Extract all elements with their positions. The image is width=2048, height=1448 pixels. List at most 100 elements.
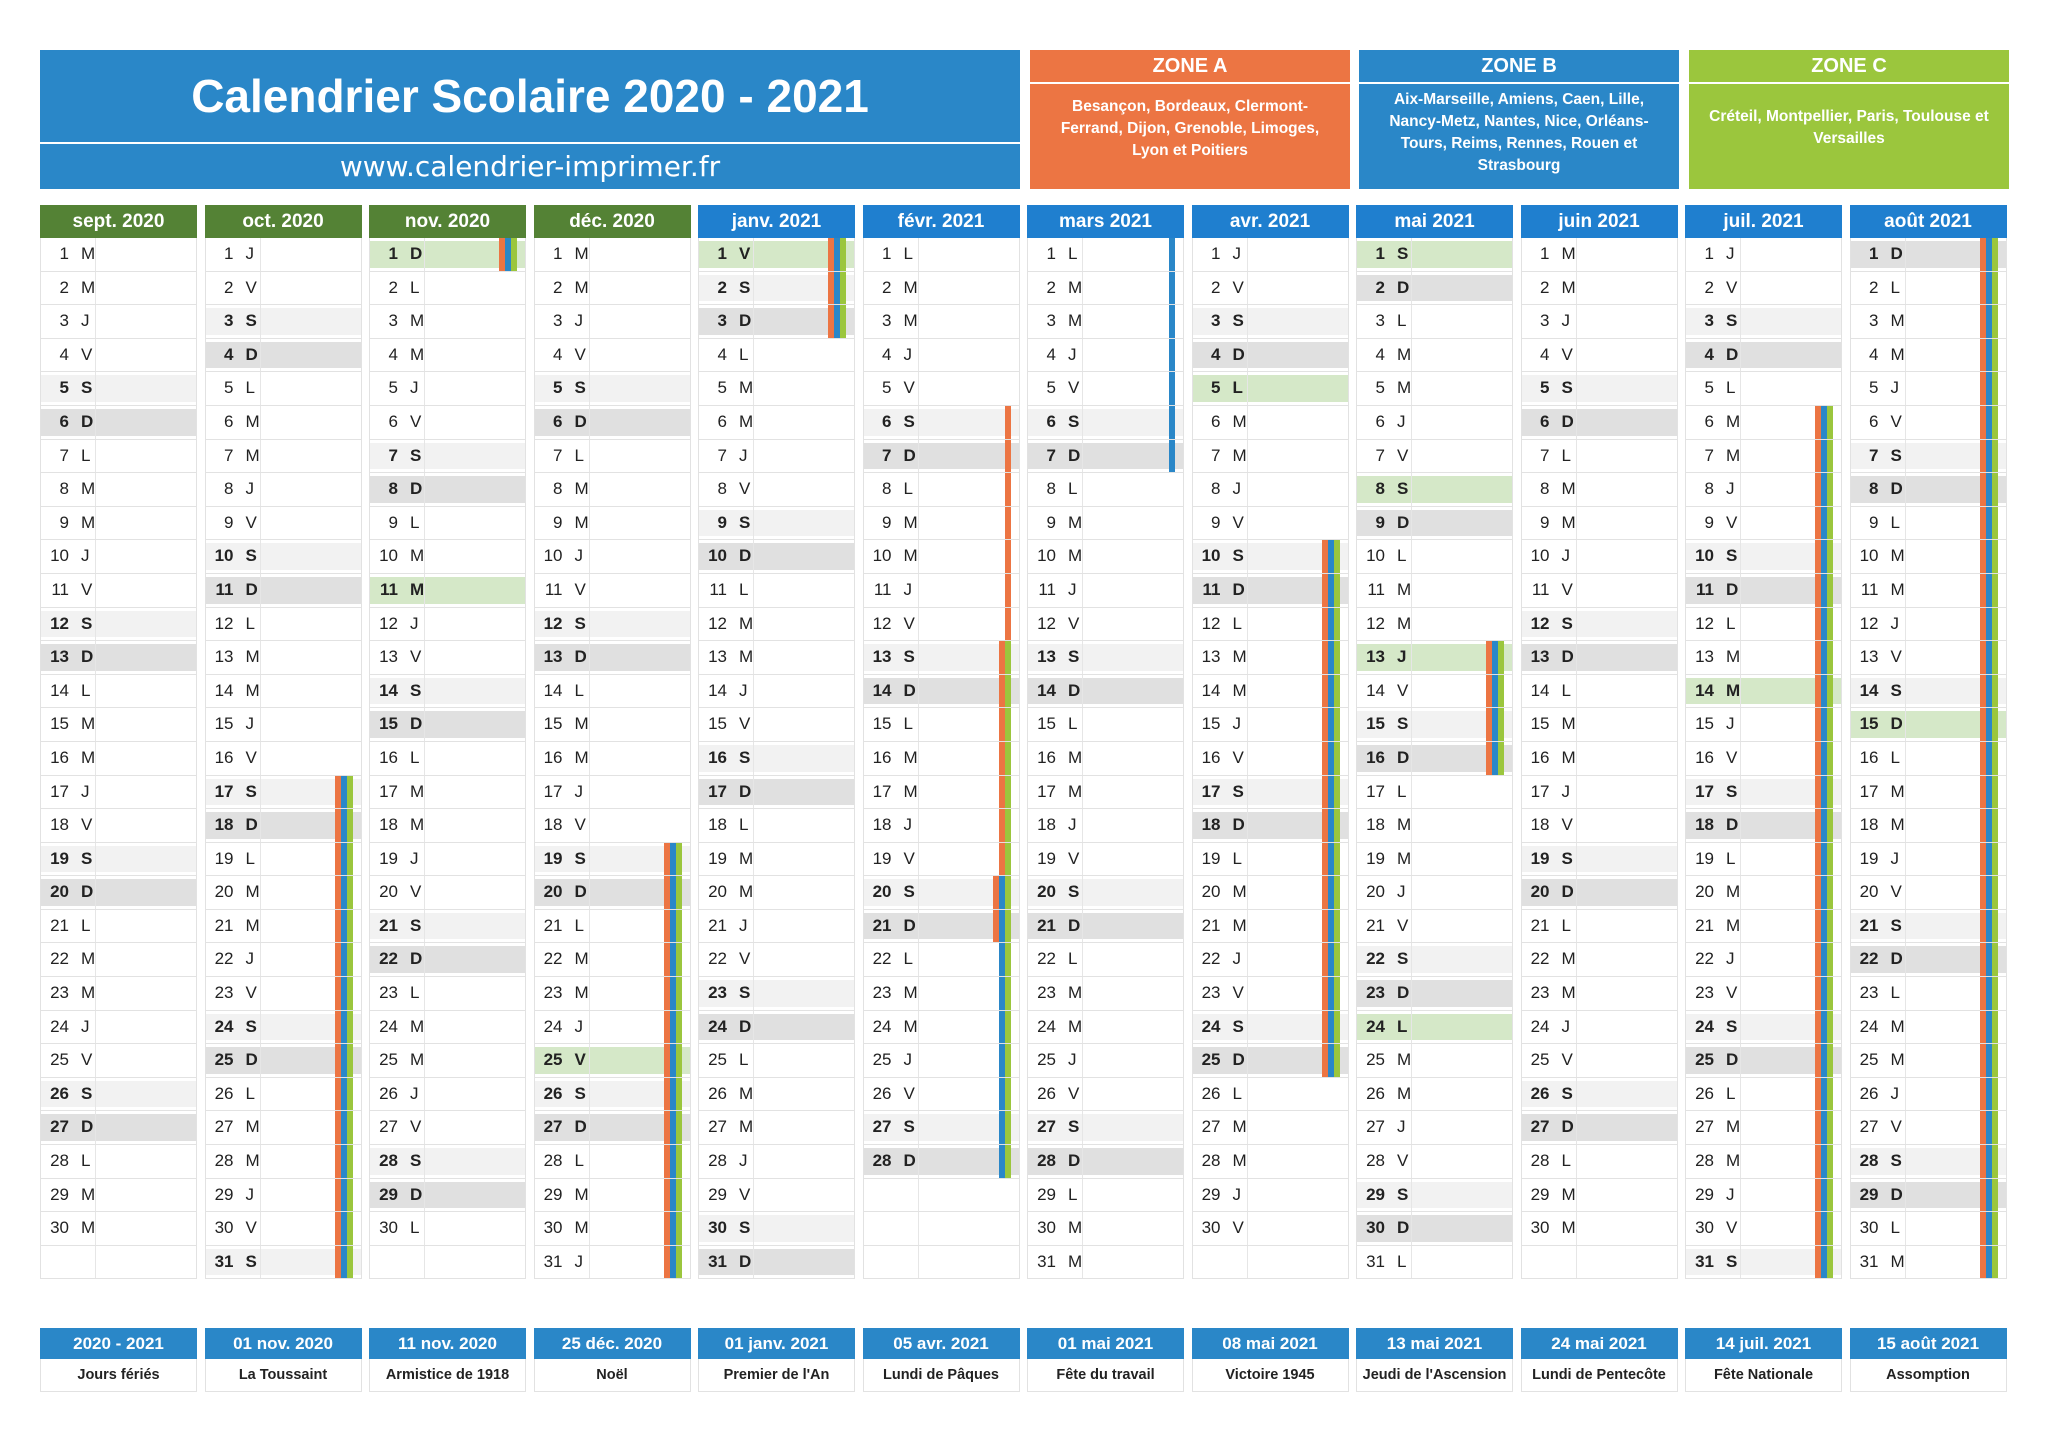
cell-divider [1411, 1145, 1412, 1178]
cell-divider [1740, 1044, 1741, 1077]
cell-divider [1904, 1077, 1906, 1111]
day-number: 21 [1859, 915, 1879, 935]
weekday-letter: S [1726, 546, 1738, 566]
day-number: 4 [553, 344, 563, 364]
weekday-letter: M [81, 983, 96, 1003]
weekday-letter: J [1397, 647, 1407, 667]
day-number: 15 [872, 714, 892, 734]
cell-divider [917, 271, 919, 305]
zone-c-vacation-bar [1991, 741, 1998, 775]
day-cell: 17 S [1685, 775, 1842, 810]
day-number: 13 [1859, 647, 1879, 667]
day-cell: 18 M [1356, 809, 1513, 843]
cell-divider [1740, 238, 1741, 271]
holiday-name: Armistice de 1918 [369, 1359, 526, 1392]
day-number: 9 [1375, 512, 1385, 532]
zone-b-vacation-bar [1169, 439, 1175, 473]
day-number: 31 [708, 1251, 727, 1271]
weekday-letter: L [410, 1218, 420, 1238]
cell-divider [1740, 439, 1741, 473]
cell-divider [753, 540, 754, 573]
day-number: 30 [1037, 1218, 1056, 1238]
cell-divider [753, 1145, 754, 1178]
weekday-letter: J [1726, 479, 1735, 499]
weekday-letter: D [1561, 411, 1574, 431]
site-url[interactable]: www.calendrier-imprimer.fr [339, 150, 721, 183]
zone-b-vacation-bar [1327, 876, 1334, 909]
day-number: 15 [1366, 714, 1385, 734]
weekday-letter: D [1397, 983, 1410, 1003]
weekday-letter: J [245, 714, 255, 734]
cell-divider [1904, 909, 1906, 943]
day-cell: 10 J [1520, 540, 1678, 574]
day-cell: 24 D [698, 1010, 855, 1045]
day-number: 11 [544, 579, 563, 599]
weekday-letter: L [1561, 445, 1571, 465]
weekday-letter: L [81, 915, 91, 935]
zone-a-vacation-bar [1815, 977, 1821, 1010]
zone-c-vacation-bar [675, 1145, 682, 1178]
weekday-letter: M [574, 512, 589, 532]
cell-divider [1082, 372, 1083, 405]
cell-divider [424, 977, 425, 1010]
day-number: 15 [1201, 714, 1221, 734]
zone-a-vacation-bar [1979, 271, 1986, 305]
zone-a-vacation-bar [1321, 674, 1328, 708]
day-number: 21 [1530, 915, 1550, 935]
cell-divider [1740, 305, 1741, 338]
day-cell: 21 L [1520, 909, 1678, 944]
cell-divider [1082, 573, 1083, 607]
day-number: 24 [214, 1016, 234, 1036]
zone-a-vacation-bar [1004, 540, 1011, 573]
cell-divider [424, 1178, 425, 1212]
cell-divider [95, 1245, 96, 1279]
cell-divider [1740, 876, 1741, 909]
day-number: 3 [1704, 311, 1714, 331]
zone-c-vacation-bar [346, 1111, 353, 1145]
day-number: 4 [1540, 344, 1550, 364]
zone-c-vacation-bar [675, 977, 682, 1010]
zone-c-vacation-bar [346, 842, 353, 876]
weekday-letter: M [574, 983, 589, 1003]
cell-divider [1411, 305, 1412, 338]
day-cell: 18 J [1027, 809, 1184, 843]
day-number: 22 [1201, 949, 1221, 969]
day-number: 15 [379, 714, 398, 734]
cell-divider [1904, 1145, 1906, 1178]
cell-divider [1411, 909, 1412, 943]
holiday-date: 01 janv. 2021 [698, 1328, 855, 1359]
weekday-letter: L [245, 378, 255, 398]
weekday-letter: V [903, 378, 915, 398]
day-number: 29 [1366, 1184, 1385, 1204]
holiday-name: Noël [533, 1359, 691, 1392]
day-cell: 11 V [1520, 573, 1678, 608]
zone-b-vacation-bar [1327, 977, 1334, 1010]
day-cell: 28 L [1520, 1145, 1678, 1179]
day-number: 7 [388, 445, 398, 465]
day-cell: 21 D [862, 909, 1020, 944]
cell-divider [1904, 238, 1906, 271]
zone-a-vacation-bar [1321, 607, 1328, 641]
zone-a-vacation-bar [334, 842, 341, 876]
weekday-letter: D [739, 546, 752, 566]
zone-c-vacation-bar [1333, 607, 1340, 641]
zone-a-vacation-bar [828, 238, 834, 271]
day-number: 10 [379, 546, 398, 566]
weekday-letter: D [903, 1151, 916, 1171]
day-number: 15 [543, 714, 563, 734]
zone-a-vacation-bar [1486, 708, 1492, 741]
day-cell: 28 S [369, 1145, 526, 1179]
cell-divider [1904, 943, 1906, 977]
weekday-letter: J [410, 1083, 419, 1103]
weekday-letter: J [1726, 714, 1735, 734]
day-shading [370, 576, 525, 604]
zone-a-vacation-bar [1815, 674, 1821, 708]
day-cell: 18 D [1685, 809, 1842, 843]
